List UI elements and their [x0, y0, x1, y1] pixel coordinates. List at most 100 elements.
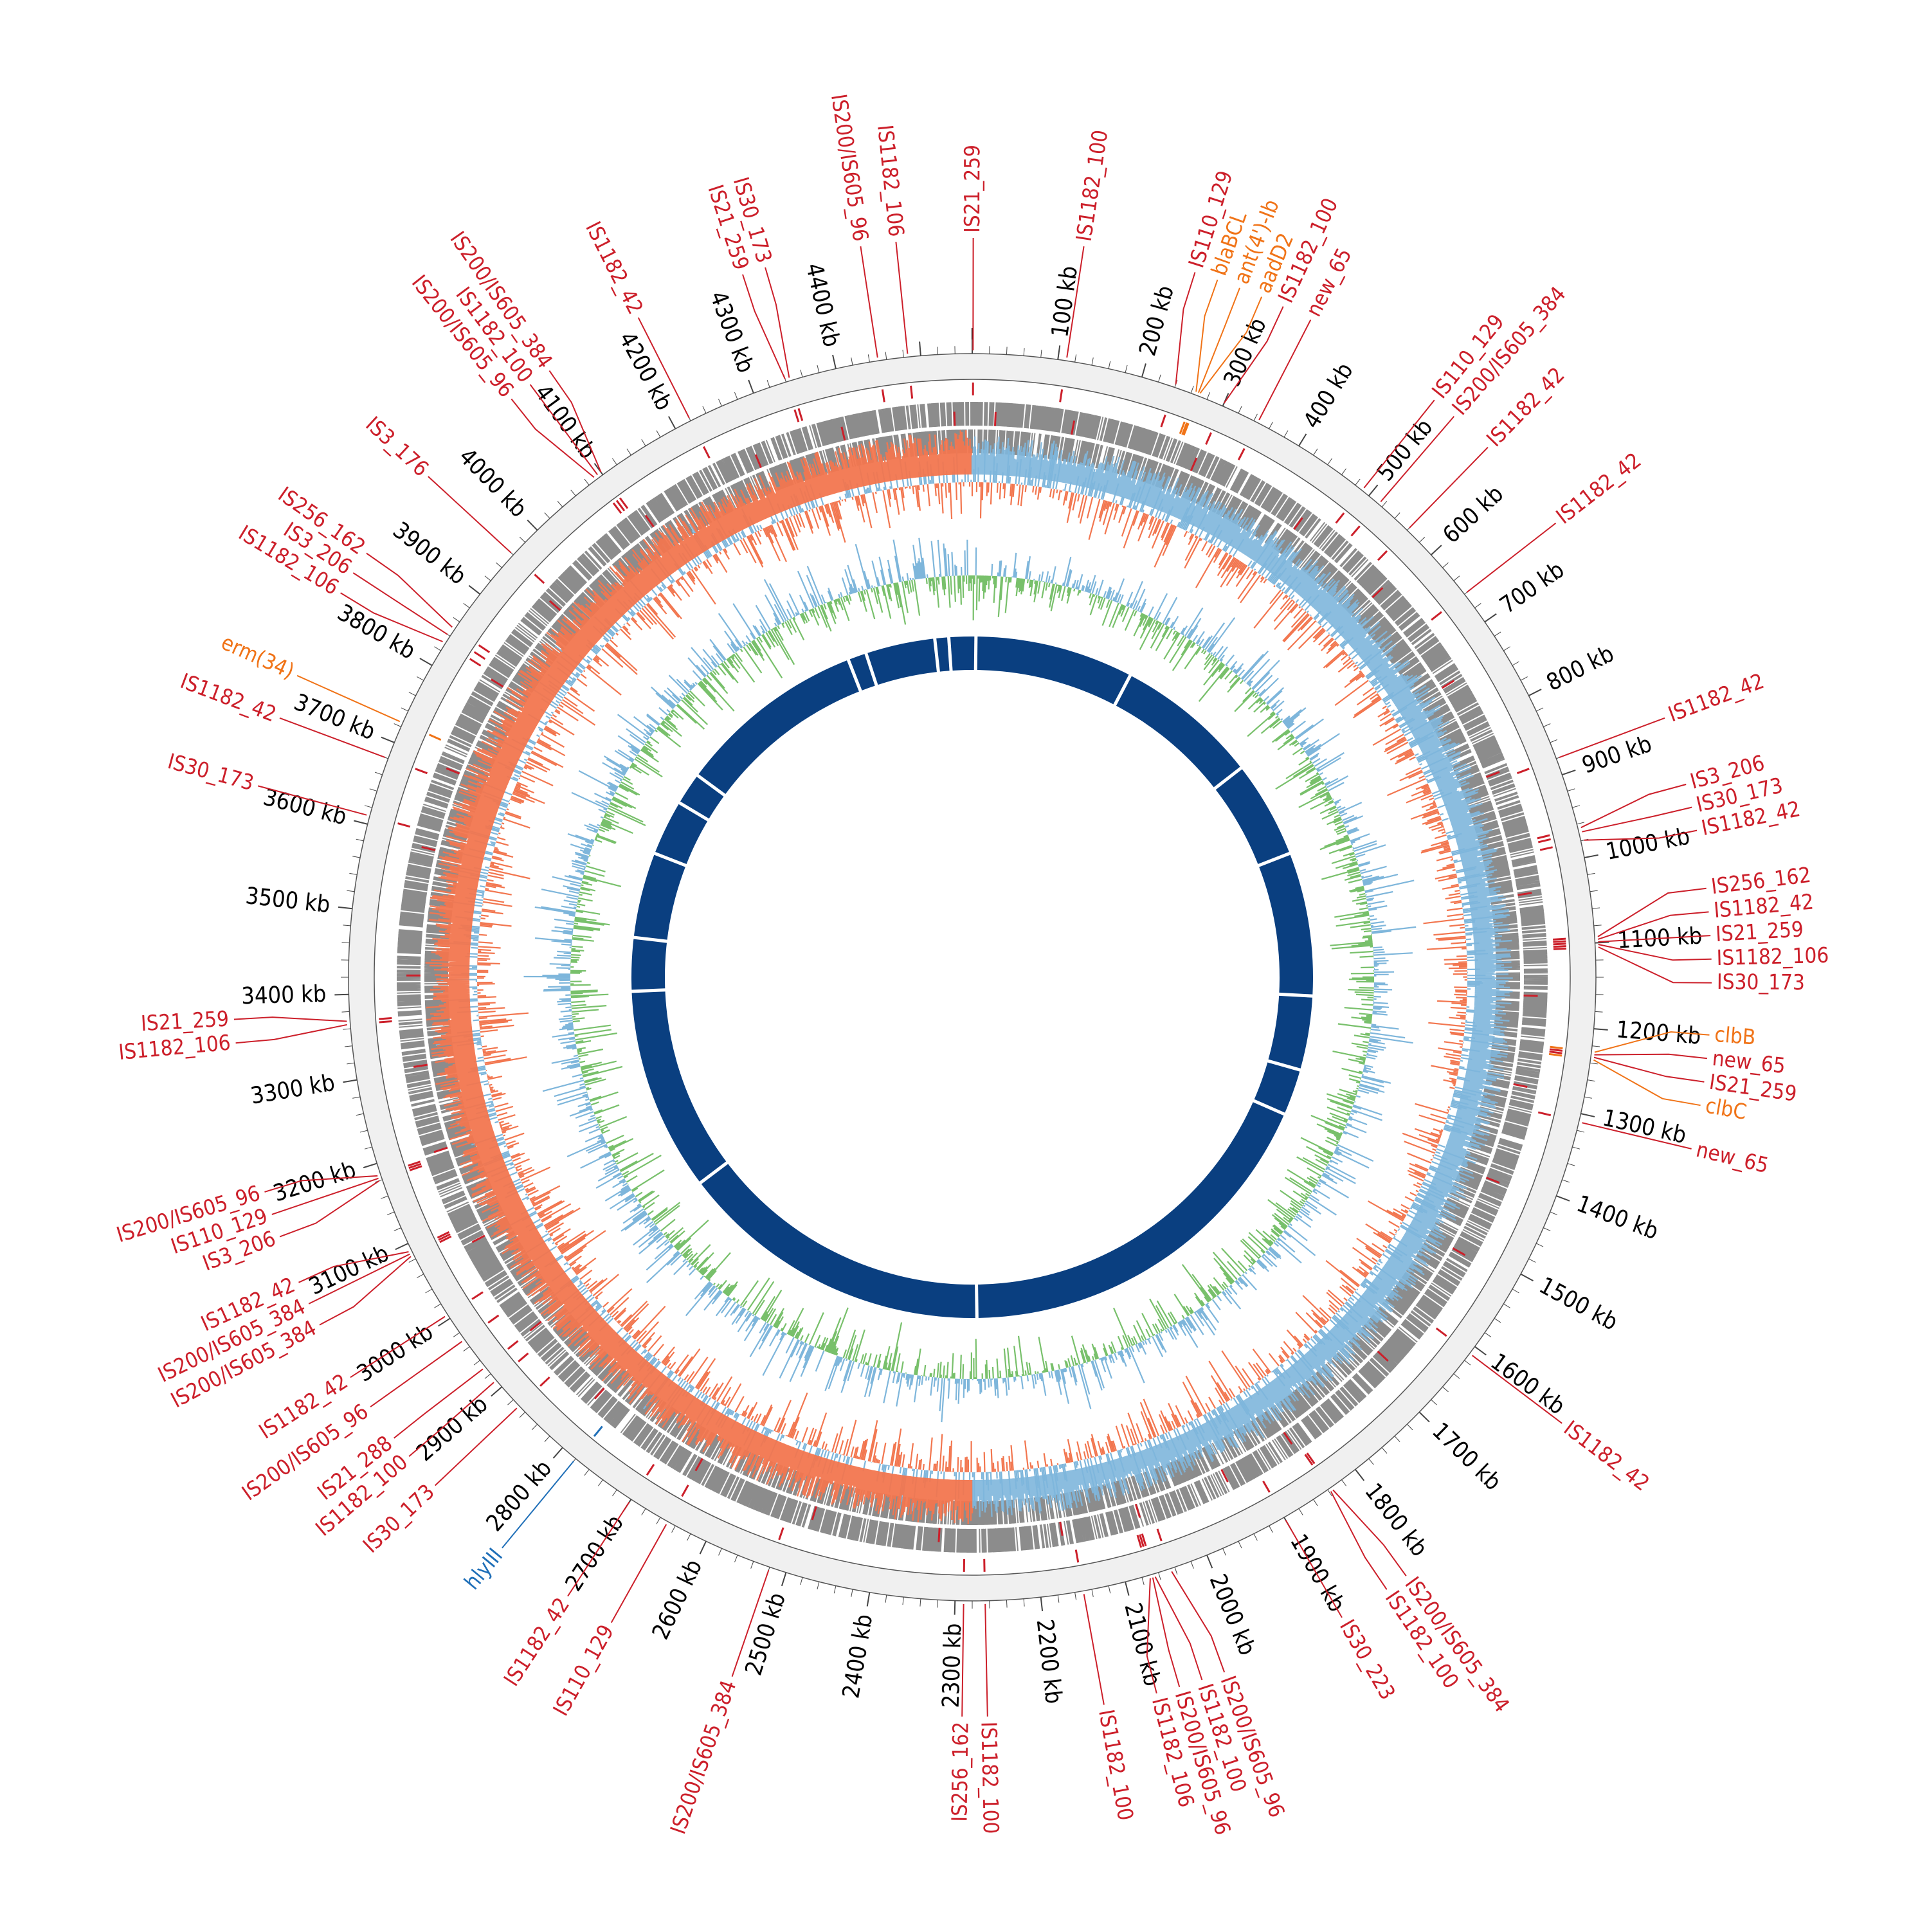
- tick-label: 500 kb: [1372, 414, 1438, 486]
- feature-label: IS110_129: [548, 1620, 619, 1720]
- minor-tick: [1464, 1360, 1470, 1365]
- tick-label: 2100 kb: [1119, 1600, 1165, 1689]
- minor-tick: [817, 365, 819, 373]
- feature-label: IS1182_106: [118, 1030, 231, 1065]
- minor-tick: [352, 1097, 360, 1098]
- minor-tick: [657, 1517, 660, 1524]
- major-tick: [420, 658, 432, 665]
- feature-label: IS30_173: [1717, 969, 1805, 995]
- minor-tick: [1485, 1333, 1491, 1337]
- minor-tick: [508, 1400, 514, 1405]
- minor-tick: [1254, 414, 1257, 421]
- minor-tick: [347, 1063, 354, 1064]
- major-tick: [554, 1447, 563, 1458]
- minor-tick: [401, 708, 408, 711]
- minor-tick: [1207, 392, 1210, 399]
- feature-label: IS1182_42: [177, 668, 280, 727]
- tick-label: 300 kb: [1219, 314, 1272, 391]
- minor-tick: [1454, 576, 1460, 581]
- is-mark: [1238, 449, 1244, 460]
- is-mark: [594, 1427, 602, 1436]
- minor-tick: [1419, 537, 1425, 542]
- major-tick: [1125, 1582, 1128, 1595]
- major-tick: [363, 1164, 377, 1168]
- tick-label: 700 kb: [1495, 557, 1569, 619]
- minor-tick: [485, 576, 491, 581]
- minor-tick: [598, 1480, 602, 1486]
- feature-label: IS30_173: [165, 748, 257, 795]
- minor-tick: [1382, 501, 1387, 507]
- major-tick: [1475, 1346, 1487, 1355]
- tick-label: 2500 kb: [741, 1590, 792, 1679]
- minor-tick: [1395, 513, 1400, 519]
- minor-tick: [1254, 1533, 1257, 1540]
- feature-label: IS200/IS605_96: [826, 93, 873, 243]
- minor-tick: [352, 856, 360, 858]
- tick-label: 3500 kb: [244, 883, 332, 918]
- major-tick: [381, 737, 394, 743]
- minor-tick: [409, 692, 416, 696]
- leader-line: [1176, 273, 1195, 384]
- minor-tick: [1475, 603, 1481, 608]
- minor-tick: [834, 1586, 836, 1594]
- minor-tick: [1092, 1589, 1093, 1597]
- major-tick: [1355, 1469, 1364, 1480]
- minor-tick: [360, 1130, 368, 1132]
- is-mark: [488, 1315, 498, 1323]
- leader-line: [1595, 1054, 1708, 1059]
- minor-tick: [937, 347, 938, 354]
- minor-tick: [365, 806, 372, 808]
- tick-label: 400 kb: [1299, 358, 1359, 433]
- major-tick: [1299, 434, 1307, 446]
- minor-tick: [453, 1333, 460, 1337]
- minor-tick: [1442, 1387, 1448, 1392]
- tick-label: 2000 kb: [1204, 1571, 1261, 1659]
- minor-tick: [387, 1212, 394, 1215]
- is-mark: [1352, 526, 1360, 536]
- minor-tick: [1075, 354, 1076, 362]
- minor-tick: [1577, 822, 1584, 824]
- minor-tick: [1314, 1499, 1318, 1506]
- is-mark: [1553, 948, 1566, 949]
- minor-tick: [612, 1490, 617, 1496]
- tick-label: 600 kb: [1438, 481, 1509, 549]
- feature-label: IS30_223: [1335, 1615, 1400, 1704]
- feature-label: IS1182_100: [1071, 128, 1113, 243]
- major-tick: [782, 1573, 786, 1586]
- minor-tick: [1588, 873, 1595, 874]
- tick-label: 1300 kb: [1600, 1105, 1689, 1149]
- minor-tick: [920, 1599, 921, 1607]
- minor-tick: [1494, 1319, 1501, 1323]
- is-mark: [398, 824, 410, 827]
- minor-tick: [1588, 1080, 1595, 1081]
- minor-tick: [885, 1595, 887, 1603]
- is-mark: [540, 1377, 550, 1386]
- is-mark: [472, 1292, 483, 1299]
- leader-line: [1155, 1577, 1202, 1681]
- minor-tick: [1006, 1600, 1007, 1608]
- major-tick: [669, 417, 675, 429]
- minor-tick: [1572, 1147, 1580, 1149]
- minor-tick: [1238, 1541, 1242, 1548]
- is-mark: [508, 1341, 518, 1350]
- minor-tick: [409, 1259, 416, 1262]
- minor-tick: [751, 1561, 754, 1568]
- minor-tick: [1314, 449, 1318, 455]
- leader-line: [1598, 947, 1712, 983]
- minor-tick: [584, 479, 589, 485]
- blast-gap: [1276, 994, 1315, 996]
- feature-label: IS1182_100: [1094, 1708, 1138, 1823]
- leader-line: [896, 242, 907, 354]
- minor-tick: [1382, 1447, 1387, 1453]
- blast-identity-ring: [629, 634, 1315, 1321]
- major-tick: [1562, 770, 1575, 775]
- tick-label: 1500 kb: [1535, 1272, 1622, 1336]
- major-tick: [395, 1243, 408, 1249]
- major-tick: [1581, 1114, 1595, 1117]
- minor-tick: [370, 789, 377, 791]
- is-mark: [1263, 1481, 1270, 1492]
- is-mark: [1550, 1049, 1562, 1051]
- minor-tick: [1562, 1180, 1569, 1182]
- feature-label: IS21_259: [1715, 916, 1804, 946]
